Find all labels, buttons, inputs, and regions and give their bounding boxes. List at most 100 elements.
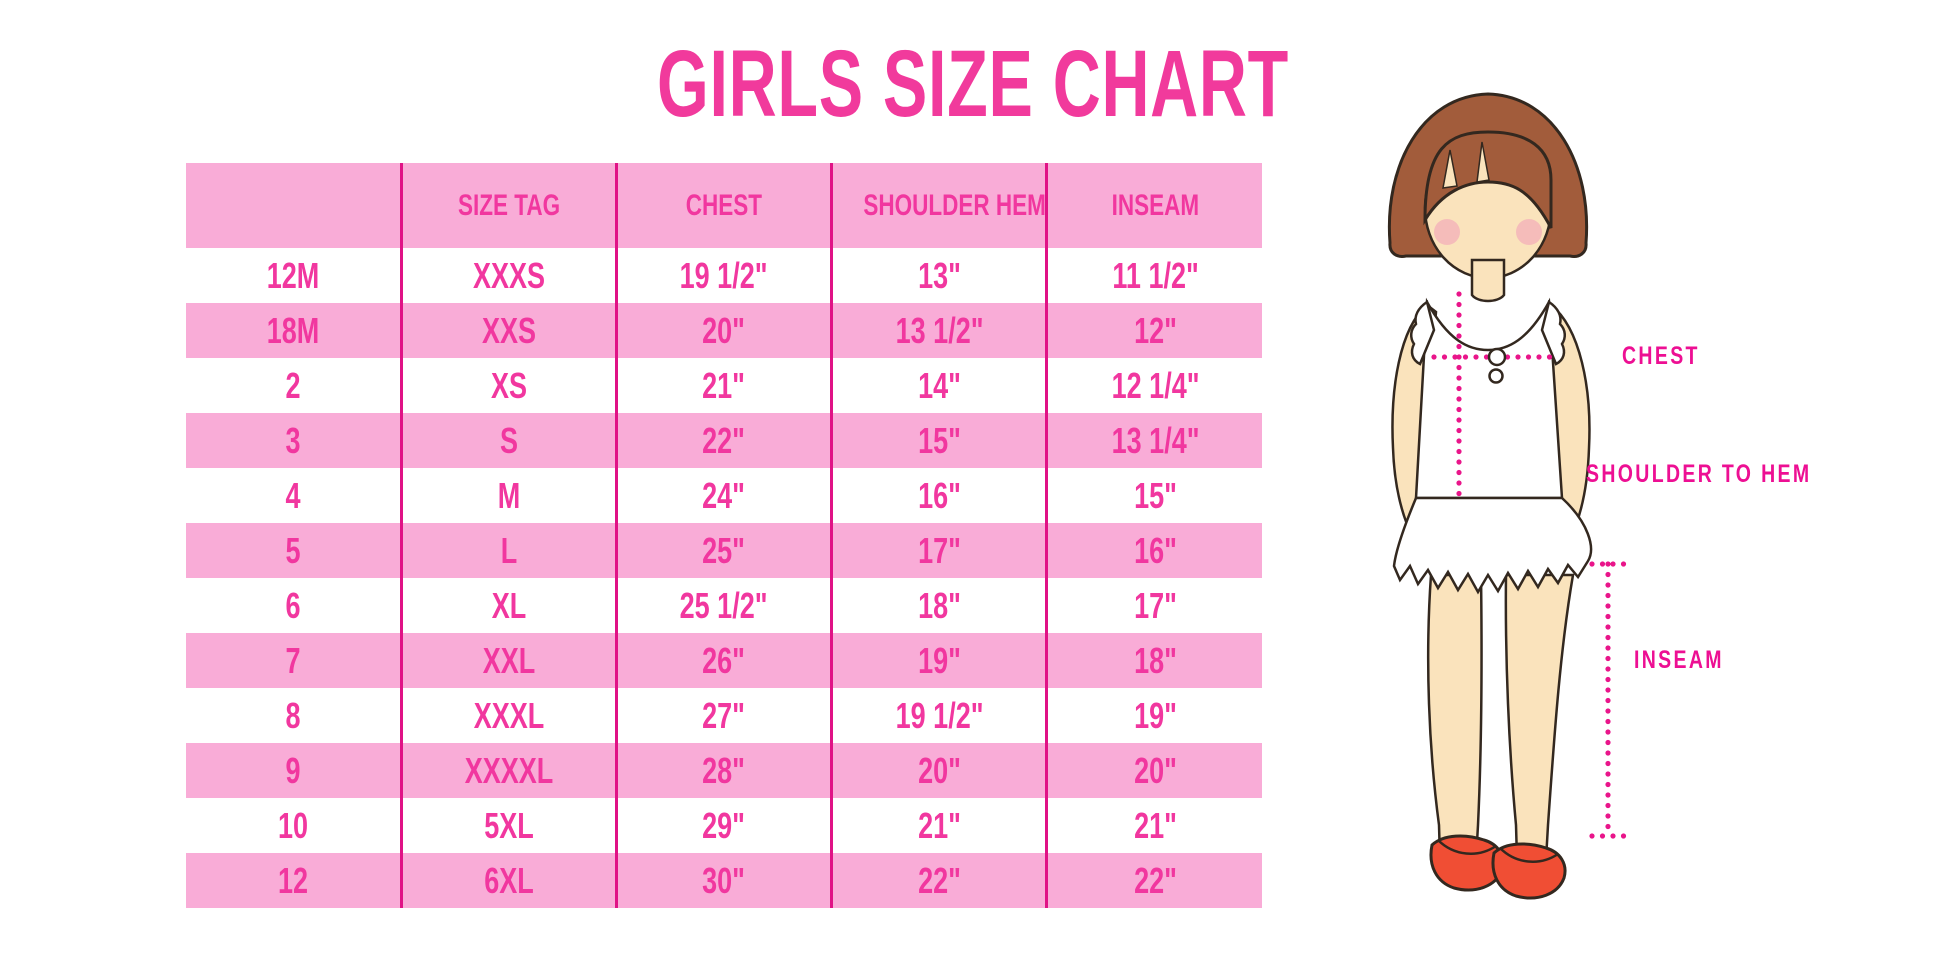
table-cell: 19" bbox=[830, 633, 1047, 688]
table-cell: 25" bbox=[614, 523, 832, 578]
table-cell-text: XL bbox=[491, 584, 527, 626]
table-cell-text: 5 bbox=[285, 529, 301, 571]
table-cell: 19 1/2" bbox=[830, 688, 1047, 743]
column-header: SIZE TAG bbox=[399, 163, 617, 248]
table-cell: 19" bbox=[1045, 688, 1262, 743]
size-table-body: 12M XXXS 19 1/2" 13" 11 1/2" 18M XXS 20" 13 1/2"… bbox=[186, 248, 1262, 908]
left-shoulder-ruffle bbox=[1410, 299, 1436, 366]
table-cell-text: 13 1/4" bbox=[1111, 419, 1200, 461]
table-cell-text: 18" bbox=[1133, 639, 1177, 681]
table-cell: 9 bbox=[186, 743, 402, 798]
table-cell-text: 22" bbox=[1133, 859, 1177, 901]
shoulder-to-hem-label: SHOULDER TO HEM bbox=[1586, 460, 1812, 488]
right-leg bbox=[1504, 573, 1575, 862]
table-cell: 26" bbox=[614, 633, 832, 688]
table-cell: 2 bbox=[186, 358, 402, 413]
table-cell: 6XL bbox=[399, 853, 617, 908]
blush-right-cheek bbox=[1516, 219, 1542, 245]
table-cell-text: 12 bbox=[277, 859, 308, 901]
table-cell-text: XXXXL bbox=[464, 749, 554, 791]
table-row: 10 5XL 29" 21" 21" bbox=[186, 798, 1262, 853]
neck bbox=[1470, 258, 1506, 303]
table-cell-text: 12M bbox=[266, 254, 320, 296]
table-cell-text: 10 bbox=[277, 804, 308, 846]
table-cell-text: 13 1/2" bbox=[895, 309, 984, 351]
table-cell: 6 bbox=[186, 578, 402, 633]
column-header: SHOULDER HEM bbox=[830, 163, 1047, 248]
column-header-text: SIZE TAG bbox=[457, 188, 560, 222]
table-cell: 19 1/2" bbox=[614, 248, 832, 303]
table-cell: 20" bbox=[1045, 743, 1262, 798]
table-cell: 15" bbox=[830, 413, 1047, 468]
table-cell-text: L bbox=[500, 529, 518, 571]
table-cell-text: 22" bbox=[702, 419, 746, 461]
table-row: 12 6XL 30" 22" 22" bbox=[186, 853, 1262, 908]
table-row: 9 XXXXL 28" 20" 20" bbox=[186, 743, 1262, 798]
table-cell: M bbox=[399, 468, 617, 523]
table-cell: 21" bbox=[830, 798, 1047, 853]
table-cell-text: 19" bbox=[917, 639, 961, 681]
table-cell: S bbox=[399, 413, 617, 468]
table-cell-text: 21" bbox=[702, 364, 746, 406]
table-cell: 13 1/4" bbox=[1045, 413, 1262, 468]
table-row: 12M XXXS 19 1/2" 13" 11 1/2" bbox=[186, 248, 1262, 303]
table-cell-text: 29" bbox=[702, 804, 746, 846]
table-cell: 12" bbox=[1045, 303, 1262, 358]
size-table: SIZE TAG CHEST SHOULDER HEM INSEAM 12M XXXS 1… bbox=[186, 163, 1262, 908]
table-row: 6 XL 25 1/2" 18" 17" bbox=[186, 578, 1262, 633]
table-cell: 12 bbox=[186, 853, 402, 908]
table-cell: 17" bbox=[1045, 578, 1262, 633]
column-header-text: CHEST bbox=[685, 188, 763, 222]
table-cell: 24" bbox=[614, 468, 832, 523]
bodice bbox=[1414, 297, 1564, 500]
table-cell-text: XXL bbox=[482, 639, 536, 681]
table-cell-text: S bbox=[499, 419, 518, 461]
table-cell-text: 27" bbox=[702, 694, 746, 736]
table-row: 3 S 22" 15" 13 1/4" bbox=[186, 413, 1262, 468]
column-header bbox=[186, 163, 402, 248]
table-cell: XXL bbox=[399, 633, 617, 688]
table-cell-text: 7 bbox=[285, 639, 301, 681]
table-cell: 27" bbox=[614, 688, 832, 743]
table-cell-text: XXXS bbox=[472, 254, 545, 296]
table-cell-text: 13" bbox=[917, 254, 961, 296]
table-cell-text: 12 1/4" bbox=[1111, 364, 1200, 406]
table-cell: 11 1/2" bbox=[1045, 248, 1262, 303]
table-cell: 22" bbox=[614, 413, 832, 468]
table-cell-text: 16" bbox=[1133, 529, 1177, 571]
table-cell-text: 19 1/2" bbox=[895, 694, 984, 736]
bangs-notch-left bbox=[1442, 149, 1458, 189]
table-cell-text: 25 1/2" bbox=[680, 584, 768, 626]
table-cell: XS bbox=[399, 358, 617, 413]
chest-label: CHEST bbox=[1622, 342, 1700, 370]
table-cell: 13" bbox=[830, 248, 1047, 303]
table-cell-text: 30" bbox=[702, 859, 746, 901]
table-cell: 4 bbox=[186, 468, 402, 523]
table-cell-text: XXXL bbox=[473, 694, 545, 736]
table-row: 5 L 25" 17" 16" bbox=[186, 523, 1262, 578]
table-cell: 15" bbox=[1045, 468, 1262, 523]
table-cell: 18" bbox=[830, 578, 1047, 633]
table-cell-text: 11 1/2" bbox=[1111, 254, 1199, 296]
table-cell-text: 2 bbox=[285, 364, 301, 406]
table-cell: 5 bbox=[186, 523, 402, 578]
table-cell: 29" bbox=[614, 798, 832, 853]
table-cell-text: 28" bbox=[702, 749, 746, 791]
right-shoulder-ruffle bbox=[1540, 299, 1566, 366]
table-cell-text: M bbox=[497, 474, 521, 516]
table-cell: 28" bbox=[614, 743, 832, 798]
table-cell-text: 24" bbox=[702, 474, 746, 516]
table-cell: 14" bbox=[830, 358, 1047, 413]
table-cell-text: 6 bbox=[285, 584, 301, 626]
inseam-label: INSEAM bbox=[1634, 646, 1724, 674]
table-cell-text: 16" bbox=[917, 474, 961, 516]
table-cell: 12 1/4" bbox=[1045, 358, 1262, 413]
table-cell: XXXXL bbox=[399, 743, 617, 798]
top-button bbox=[1487, 347, 1507, 367]
table-row: 7 XXL 26" 19" 18" bbox=[186, 633, 1262, 688]
table-row: 2 XS 21" 14" 12 1/4" bbox=[186, 358, 1262, 413]
girl-illustration bbox=[1387, 92, 1629, 900]
table-cell: 18" bbox=[1045, 633, 1262, 688]
table-cell-text: 20" bbox=[1133, 749, 1177, 791]
